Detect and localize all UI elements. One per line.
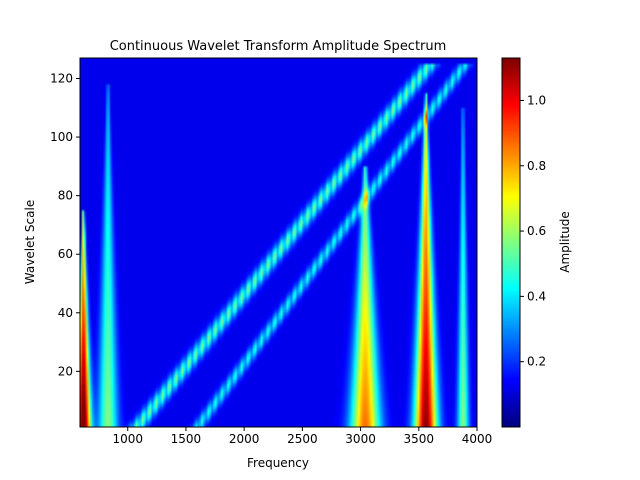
y-axis-label: Wavelet Scale [23, 200, 37, 284]
y-tick-label: 60 [58, 247, 73, 261]
colorbar-ticks: 0.2 0.4 0.6 0.8 1.0 [520, 93, 546, 369]
y-axis-ticks: 20 40 60 80 100 120 [50, 72, 80, 378]
y-tick-label: 120 [50, 72, 73, 86]
colorbar-tick-label: 1.0 [527, 93, 546, 107]
colorbar-label: Amplitude [558, 211, 572, 273]
x-tick-label: 4000 [462, 432, 493, 446]
x-tick-label: 1500 [171, 432, 202, 446]
y-tick-label: 80 [58, 189, 73, 203]
x-tick-label: 3000 [345, 432, 376, 446]
colorbar-tick-label: 0.8 [527, 159, 546, 173]
x-axis-label: Frequency [247, 456, 309, 470]
x-tick-label: 2500 [287, 432, 318, 446]
heatmap-image [80, 58, 477, 427]
y-tick-label: 40 [58, 306, 73, 320]
plot-frame [79, 57, 478, 428]
y-tick-label: 20 [58, 364, 73, 378]
x-tick-label: 2000 [229, 432, 260, 446]
colorbar-tick-label: 0.4 [527, 289, 546, 303]
x-tick-label: 1000 [112, 432, 143, 446]
y-tick-label: 100 [50, 130, 73, 144]
x-axis-ticks: 1000 1500 2000 2500 3000 3500 4000 [112, 427, 492, 446]
colorbar-frame [501, 57, 521, 428]
x-tick-label: 3500 [404, 432, 435, 446]
colorbar-tick-label: 0.6 [527, 224, 546, 238]
chart-title: Continuous Wavelet Transform Amplitude S… [110, 39, 447, 54]
colorbar-gradient [502, 58, 520, 427]
colorbar-tick-label: 0.2 [527, 355, 546, 369]
